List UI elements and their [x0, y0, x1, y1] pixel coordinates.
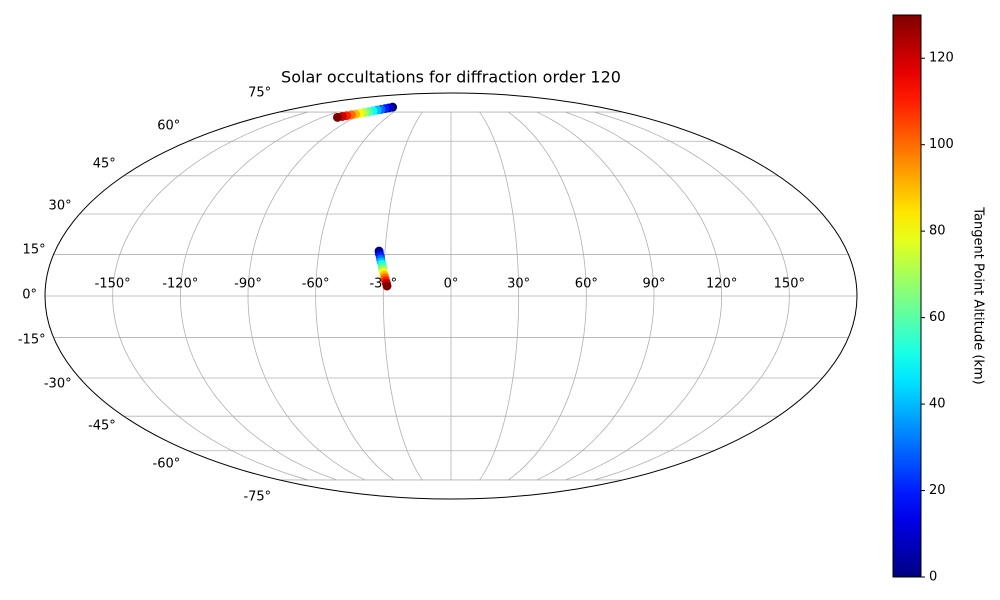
colorbar-tick-label: 120 — [929, 51, 954, 66]
colorbar-tick-label: 80 — [929, 224, 946, 239]
data-point — [332, 112, 342, 122]
grid-line — [536, 111, 655, 481]
map-boundary — [44, 92, 858, 500]
y-tick-label: 60° — [157, 118, 180, 133]
y-tick-label: 75° — [248, 86, 271, 101]
x-tick-label: 150° — [774, 277, 805, 292]
x-tick-label: 0° — [444, 277, 459, 292]
x-tick-label: 120° — [706, 277, 737, 292]
grid-line — [315, 111, 394, 481]
y-tick-label: -75° — [243, 489, 271, 504]
x-tick-label: -150° — [95, 277, 131, 292]
colorbar-label: Tangent Point Altitude (km) — [971, 206, 986, 384]
x-tick-label: -120° — [162, 277, 198, 292]
y-tick-label: -15° — [18, 333, 46, 348]
grid-line — [594, 111, 790, 481]
grid-line — [112, 111, 308, 481]
x-tick-label: 60° — [575, 277, 598, 292]
y-tick-label: -45° — [88, 418, 116, 433]
colorbar-tick-label: 100 — [929, 137, 954, 152]
x-tick-label: -60° — [302, 277, 330, 292]
grid-line — [382, 111, 423, 481]
y-tick-label: -60° — [153, 457, 181, 472]
y-tick-label: 15° — [23, 242, 46, 257]
grid-line — [565, 111, 723, 481]
y-tick-label: 30° — [49, 198, 72, 213]
chart-title: Solar occultations for diffraction order… — [281, 68, 621, 87]
colorbar-tick-label: 40 — [929, 397, 946, 412]
y-tick-label: 45° — [93, 157, 116, 172]
x-tick-label: -90° — [234, 277, 262, 292]
y-tick-label: 0° — [22, 288, 37, 303]
colorbar-tick-label: 60 — [929, 310, 946, 325]
colorbar — [892, 14, 922, 578]
colorbar-tick-label: 0 — [929, 570, 937, 585]
colorbar-tick-label: 20 — [929, 483, 946, 498]
grid-line — [479, 111, 520, 481]
data-point — [382, 281, 392, 291]
grid-line — [508, 111, 587, 481]
x-tick-label: 30° — [507, 277, 530, 292]
grid-line — [179, 111, 337, 481]
grid-line — [247, 111, 366, 481]
y-tick-label: -30° — [44, 377, 72, 392]
x-tick-label: 90° — [642, 277, 665, 292]
